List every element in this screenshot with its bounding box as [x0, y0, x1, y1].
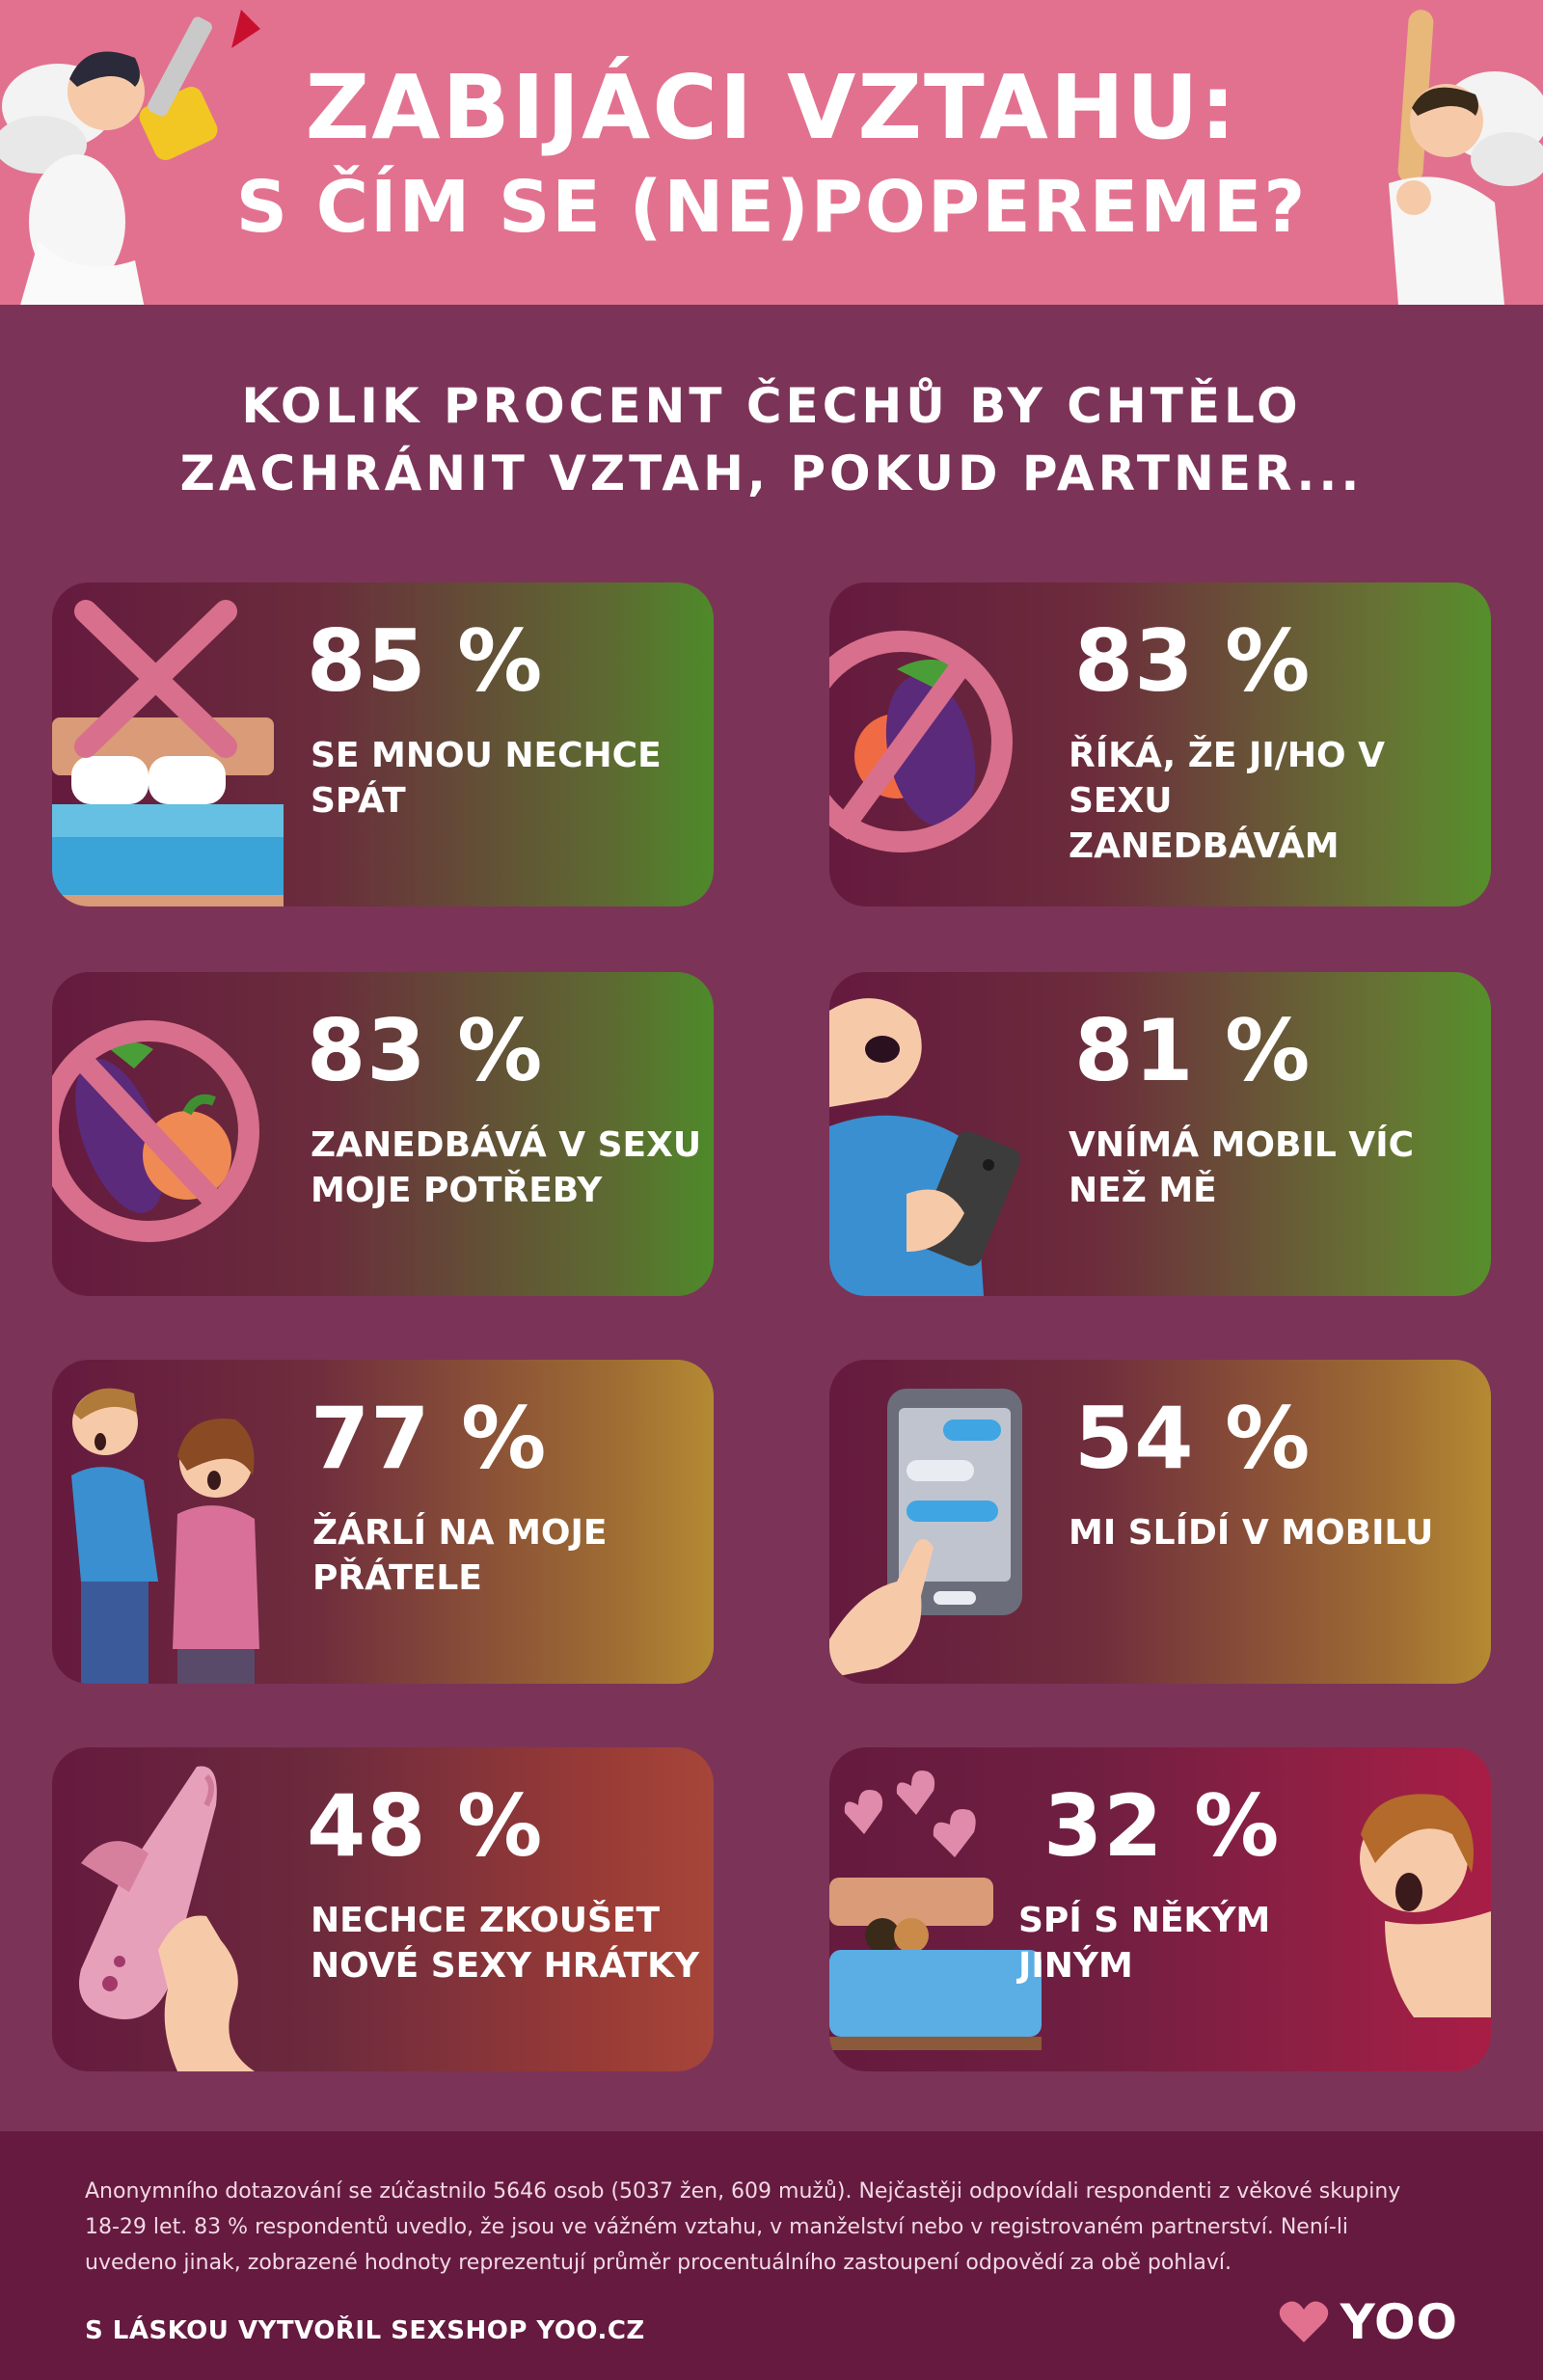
stat-label: ŽÁRLÍ NA MOJE PŘÁTELE: [312, 1510, 714, 1601]
stat-label: ŘÍKÁ, ŽE JI/HO V SEXU ZANEDBÁVÁM: [1069, 733, 1483, 869]
intro-heading-line2: ZACHRÁNIT VZTAH, POKUD PARTNER...: [179, 446, 1364, 501]
jealous-couple-icon: [71, 1388, 259, 1684]
stat-label: SE MNOU NECHCE SPÁT: [311, 733, 714, 824]
cupid-with-bat-icon: [1389, 10, 1543, 305]
stat-percent: 85 %: [307, 611, 544, 711]
survey-note-line1: Anonymního dotazování se zúčastnilo 5646…: [85, 2179, 1401, 2204]
stat-percent: 81 %: [1074, 1001, 1312, 1100]
survey-note-line3: uvedeno jinak, zobrazené hodnoty repreze…: [85, 2251, 1232, 2275]
shocked-man-icon: [1360, 1794, 1491, 2017]
stat-label: ZANEDBÁVÁ V SEXU MOJE POTŘEBY: [311, 1122, 714, 1213]
stat-label-line1: ŽÁRLÍ NA MOJE: [312, 1513, 608, 1553]
bed-with-x-icon: [52, 600, 284, 906]
stat-label-line1: ZANEDBÁVÁ V SEXU: [311, 1125, 702, 1165]
stat-label-line1: VNÍMÁ MOBIL VÍC: [1069, 1125, 1415, 1165]
stat-label-line2: NEŽ MĚ: [1069, 1171, 1217, 1210]
survey-note-line2: 18-29 let. 83 % respondentů uvedlo, že j…: [85, 2215, 1349, 2239]
stat-percent: 83 %: [307, 1001, 544, 1100]
survey-note: Anonymního dotazování se zúčastnilo 5646…: [85, 2174, 1454, 2281]
stat-label-line2: NOVÉ SEXY HRÁTKY: [311, 1946, 700, 1986]
stat-label-line2: PŘÁTELE: [312, 1558, 482, 1598]
page-title-line2: S ČÍM SE (NE)POPEREME?: [235, 166, 1308, 249]
stat-label-line2: ZANEDBÁVÁM: [1069, 826, 1340, 866]
stat-percent: 83 %: [1074, 611, 1312, 711]
person-with-phone-icon: [829, 998, 1021, 1296]
forbidden-eggplant-peach-icon: [52, 1020, 259, 1242]
stat-card: 85 % SE MNOU NECHCE SPÁT: [52, 582, 714, 906]
stat-card: 54 % MI SLÍDÍ V MOBILU: [829, 1360, 1491, 1684]
stat-label: SPÍ S NĚKÝM JINÝM: [1018, 1898, 1385, 1988]
phone-messages-icon: [829, 1389, 1022, 1678]
stat-card: 83 % ŘÍKÁ, ŽE JI/HO V SEXU ZANEDBÁVÁM: [829, 582, 1491, 906]
heart-icon: [1279, 2301, 1328, 2342]
stat-label-line2: SPÁT: [311, 781, 406, 821]
stat-label: VNÍMÁ MOBIL VÍC NEŽ MĚ: [1069, 1122, 1483, 1213]
stat-label-line1: SPÍ S NĚKÝM JINÝM: [1018, 1901, 1271, 1986]
forbidden-eggplant-peach-icon: [829, 631, 1013, 852]
stat-percent: 32 %: [1043, 1776, 1281, 1876]
stat-label-line1: SE MNOU NECHCE: [311, 736, 662, 775]
stat-card: 32 % SPÍ S NĚKÝM JINÝM: [829, 1747, 1491, 2071]
stat-percent: 48 %: [307, 1776, 544, 1876]
cheating-bed-icon: [829, 1771, 1042, 2050]
page-title-line1: ZABIJÁCI VZTAHU:: [305, 56, 1238, 159]
brand-logo[interactable]: YOO: [1279, 2293, 1458, 2351]
stat-card: 81 % VNÍMÁ MOBIL VÍC NEŽ MĚ: [829, 972, 1491, 1296]
stat-label: MI SLÍDÍ V MOBILU: [1069, 1510, 1483, 1555]
toy-thumbs-down-icon: [79, 1766, 255, 2071]
credit-text: S LÁSKOU VYTVOŘIL SEXSHOP YOO.CZ: [85, 2316, 645, 2345]
header-banner: ZABIJÁCI VZTAHU: S ČÍM SE (NE)POPEREME?: [0, 0, 1543, 305]
stat-card: 83 % ZANEDBÁVÁ V SEXU MOJE POTŘEBY: [52, 972, 714, 1296]
stat-card: 77 % ŽÁRLÍ NA MOJE PŘÁTELE: [52, 1360, 714, 1684]
stat-label: NECHCE ZKOUŠET NOVÉ SEXY HRÁTKY: [311, 1898, 714, 1988]
brand-name: YOO: [1340, 2294, 1458, 2350]
stat-card: 48 % NECHCE ZKOUŠET NOVÉ SEXY HRÁTKY: [52, 1747, 714, 2071]
stat-label-line1: MI SLÍDÍ V MOBILU: [1069, 1513, 1434, 1553]
stat-percent: 54 %: [1074, 1389, 1312, 1488]
intro-heading-line1: KOLIK PROCENT ČECHŮ BY CHTĚLO: [241, 378, 1302, 434]
stat-label-line1: NECHCE ZKOUŠET: [311, 1901, 661, 1940]
stat-percent: 77 %: [311, 1389, 548, 1488]
stat-label-line2: MOJE POTŘEBY: [311, 1171, 603, 1210]
stat-label-line1: ŘÍKÁ, ŽE JI/HO V SEXU: [1069, 736, 1386, 821]
footer: Anonymního dotazování se zúčastnilo 5646…: [0, 2131, 1543, 2380]
cupid-with-chainsaw-icon: [0, 10, 260, 305]
